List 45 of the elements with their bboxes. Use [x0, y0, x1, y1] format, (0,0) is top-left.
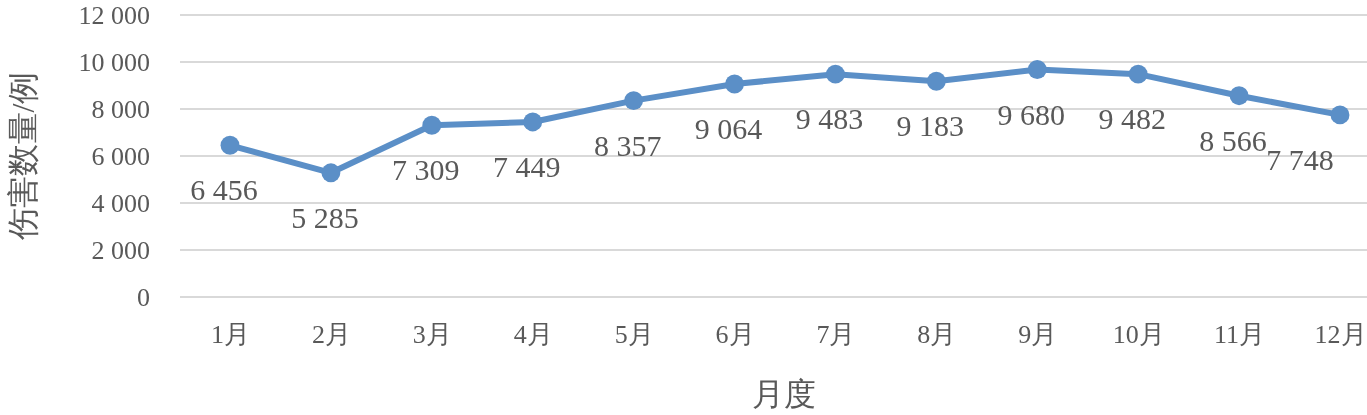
- data-label: 9 483: [795, 102, 864, 136]
- x-tick-label: 4月: [513, 320, 553, 350]
- data-label: 6 456: [190, 173, 258, 207]
- point: [1330, 105, 1350, 125]
- point: [321, 163, 341, 183]
- point: [1128, 64, 1148, 84]
- x-tick-label: 3月: [412, 320, 452, 350]
- x-tick-label: 2月: [311, 320, 351, 350]
- data-label: 7 309: [392, 153, 460, 187]
- data-label: 9 064: [694, 112, 763, 145]
- data-label: 5 285: [291, 200, 359, 234]
- x-tick-label: 7月: [816, 320, 856, 350]
- data-label: 9 482: [1098, 102, 1166, 136]
- point: [422, 115, 442, 135]
- x-tick-label: 11月: [1214, 320, 1266, 350]
- x-tick-label: 10月: [1112, 320, 1165, 350]
- y-axis-title: 伤害数量/例: [5, 71, 41, 241]
- data-label: 8 566: [1199, 123, 1267, 157]
- x-tick-label: 8月: [917, 320, 957, 350]
- y-tick-label: 0: [137, 282, 150, 312]
- y-tick-label: 12 000: [78, 0, 150, 30]
- x-tick-label: 1月: [211, 320, 250, 350]
- x-tick-label: 9月: [1018, 320, 1058, 350]
- point: [523, 112, 543, 132]
- y-tick-label: 4 000: [91, 188, 150, 218]
- y-tick-label: 10 000: [78, 47, 150, 77]
- point: [926, 71, 946, 91]
- x-tick-label: 12月: [1314, 320, 1367, 350]
- x-axis-title: 月度: [751, 376, 816, 412]
- data-label: 9 680: [997, 97, 1066, 131]
- point: [624, 91, 644, 111]
- y-tick-label: 2 000: [91, 235, 150, 265]
- point: [826, 64, 845, 84]
- y-tick-label: 8 000: [91, 94, 150, 124]
- x-tick-label: 6月: [715, 320, 755, 350]
- point: [1027, 60, 1047, 79]
- point: [1229, 86, 1249, 106]
- y-tick-label: 6 000: [91, 141, 150, 171]
- point: [220, 135, 240, 155]
- x-tick-label: 5月: [614, 320, 654, 350]
- data-label: 9 183: [896, 109, 965, 143]
- point: [725, 74, 744, 94]
- data-label: 7 449: [492, 149, 561, 183]
- data-label: 8 357: [593, 128, 662, 162]
- data-label: 7 748: [1266, 142, 1334, 176]
